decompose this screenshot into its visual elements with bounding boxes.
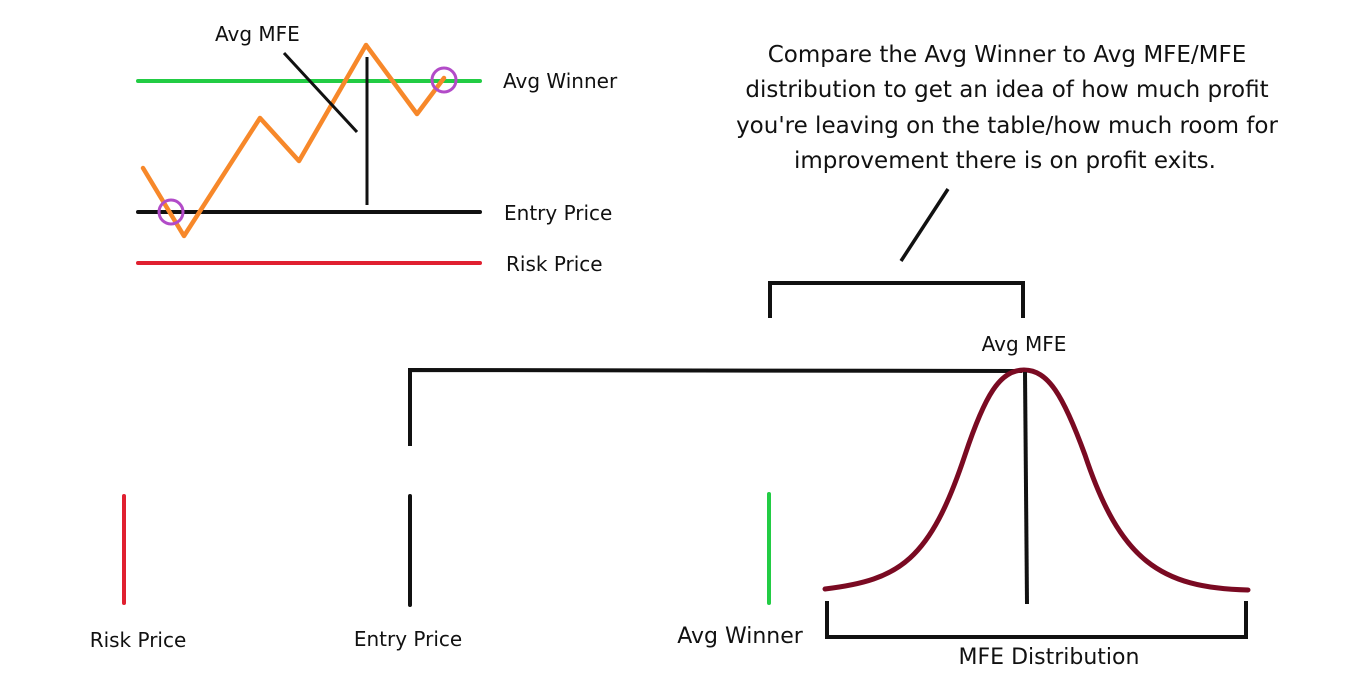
avg-mfe-pointer-line	[282, 51, 359, 134]
callout-pointer-line	[899, 188, 950, 262]
exit-marker-circle	[430, 66, 458, 94]
top-risk-price-label: Risk Price	[506, 252, 603, 276]
bottom-entry-price-label: Entry Price	[354, 627, 462, 651]
price-path	[140, 42, 447, 239]
callout-line-2: distribution to get an idea of how much …	[745, 77, 1268, 103]
entry-marker-circle	[157, 198, 185, 226]
entry-to-mfe-connector	[408, 367, 1023, 446]
bottom-risk-price-label: Risk Price	[90, 628, 187, 652]
top-avg-mfe-label: Avg MFE	[215, 22, 300, 46]
top-entry-price-label: Entry Price	[504, 201, 612, 225]
mfe-distribution-curve	[822, 367, 1251, 593]
bottom-avg-winner-label: Avg Winner	[677, 624, 804, 649]
top-avg-winner-label: Avg Winner	[503, 69, 618, 93]
callout-line-1: Compare the Avg Winner to Avg MFE/MFE	[768, 42, 1247, 68]
avg-mfe-peak-marker	[1023, 371, 1029, 605]
callout-line-3: you're leaving on the table/how much roo…	[736, 113, 1278, 139]
mfe-distribution-bracket	[825, 601, 1248, 639]
callout-line-4: improvement there is on profit exits.	[794, 148, 1216, 174]
comparison-bracket	[768, 281, 1025, 318]
bottom-avg-mfe-label: Avg MFE	[982, 332, 1067, 356]
mfe-distribution-label: MFE Distribution	[959, 645, 1140, 670]
